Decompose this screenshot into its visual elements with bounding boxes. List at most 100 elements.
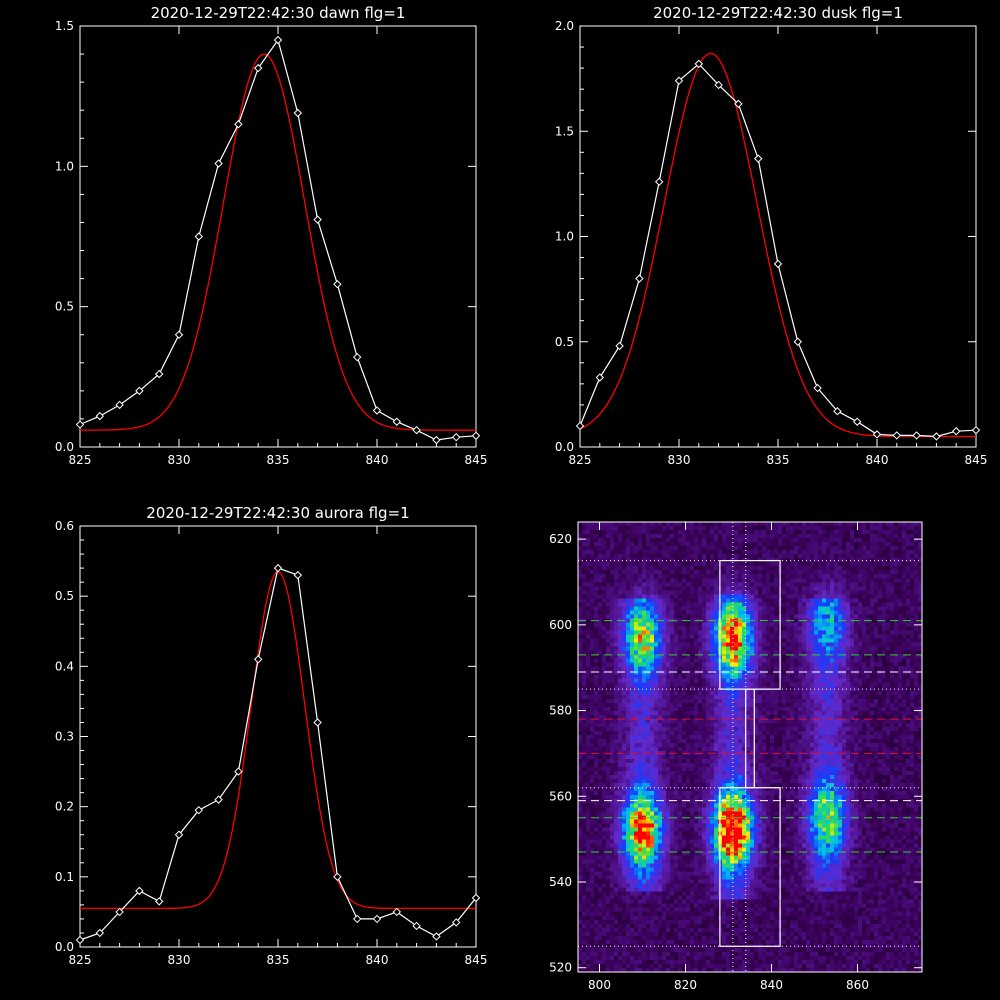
chart-title: 2020-12-29T22:42:30 dawn flg=1	[151, 4, 406, 22]
data-point	[234, 767, 243, 776]
data-point	[333, 280, 342, 289]
data-point	[432, 932, 441, 941]
x-tick-label: 845	[965, 453, 988, 467]
y-tick-label: 0.4	[55, 659, 74, 673]
chart-title: 2020-12-29T22:42:30 dusk flg=1	[653, 4, 903, 22]
data-point	[432, 435, 441, 445]
plot-frame	[79, 25, 477, 448]
data-point	[95, 928, 105, 938]
data-point	[951, 427, 961, 436]
y-tick-label: 0.1	[55, 870, 74, 884]
data-point	[352, 352, 362, 362]
data-point	[451, 918, 461, 927]
y-tick-label: 560	[549, 789, 572, 803]
data-line	[79, 567, 477, 941]
x-tick-label: 835	[267, 453, 290, 467]
data-point	[154, 897, 164, 906]
data-line	[79, 38, 477, 441]
chart-title: 2020-12-29T22:42:30 aurora flg=1	[146, 504, 409, 522]
data-point	[674, 76, 684, 85]
data-point	[174, 830, 184, 839]
y-tick-label: 0.5	[55, 589, 74, 603]
data-point	[115, 400, 124, 410]
x-tick-label: 845	[465, 453, 488, 467]
data-point	[595, 373, 605, 382]
y-tick-label: 1.0	[555, 230, 574, 244]
data-point	[833, 407, 842, 416]
data-point	[293, 108, 303, 118]
data-point	[392, 417, 402, 426]
y-tick-label: 0.5	[555, 335, 574, 349]
x-tick-label: 800	[588, 978, 611, 992]
data-point	[352, 914, 362, 924]
data-point	[471, 431, 481, 440]
data-point	[694, 59, 704, 69]
data-line	[579, 63, 977, 438]
data-point	[253, 63, 263, 73]
data-point	[234, 120, 243, 129]
y-tick-label: 580	[549, 704, 572, 718]
data-point	[892, 431, 902, 440]
y-tick-label: 540	[549, 875, 572, 889]
data-point	[135, 386, 144, 396]
x-tick-label: 840	[366, 953, 389, 967]
data-point	[313, 718, 322, 727]
data-point	[654, 177, 664, 186]
y-tick-label: 0.2	[55, 800, 74, 814]
data-point	[135, 886, 144, 896]
y-tick-label: 1.5	[55, 19, 74, 33]
x-tick-label: 840	[760, 978, 783, 992]
x-tick-label: 825	[69, 953, 92, 967]
data-point	[793, 337, 803, 346]
data-point	[714, 80, 723, 90]
data-point	[194, 805, 204, 815]
y-tick-label: 1.0	[55, 159, 74, 173]
data-point	[194, 232, 204, 241]
window-box	[745, 688, 755, 789]
data-point	[273, 35, 283, 45]
plot-frame	[577, 521, 923, 973]
y-tick-label: 0.3	[55, 730, 74, 744]
data-point	[451, 432, 461, 442]
y-tick-label: 1.5	[555, 124, 574, 138]
x-tick-label: 835	[767, 453, 790, 467]
data-point	[313, 215, 322, 224]
data-point	[852, 417, 862, 426]
x-tick-label: 845	[465, 953, 488, 967]
plot-frame	[79, 525, 477, 948]
data-point	[214, 795, 223, 804]
data-point	[575, 421, 585, 431]
data-point	[392, 907, 402, 917]
x-tick-label: 835	[267, 953, 290, 967]
y-tick-label: 0.0	[55, 940, 74, 954]
y-tick-label: 520	[549, 961, 572, 975]
y-tick-label: 2.0	[555, 19, 574, 33]
data-point	[912, 431, 921, 440]
chart-1: 2020-12-29T22:42:30 dusk flg=1 825 830 835 8…	[555, 4, 988, 467]
y-tick-label: 0.6	[55, 519, 74, 533]
data-point	[971, 425, 981, 435]
data-point	[615, 341, 624, 351]
x-tick-label: 825	[569, 453, 592, 467]
y-tick-label: 600	[549, 618, 572, 632]
data-point	[813, 383, 822, 393]
x-tick-label: 830	[668, 453, 691, 467]
x-tick-label: 840	[866, 453, 889, 467]
data-point	[253, 655, 263, 664]
y-tick-label: 0.5	[55, 300, 74, 314]
data-point	[333, 872, 342, 882]
x-tick-label: 860	[846, 978, 869, 992]
data-point	[75, 420, 85, 429]
y-tick-label: 620	[549, 532, 572, 546]
x-tick-label: 830	[168, 453, 191, 467]
data-point	[174, 330, 184, 339]
data-point	[471, 893, 481, 903]
data-point	[872, 430, 882, 439]
data-point	[293, 570, 303, 580]
data-point	[95, 411, 105, 421]
y-tick-label: 0.0	[55, 440, 74, 454]
data-point	[372, 406, 382, 415]
plot-frame	[579, 25, 977, 448]
data-point	[372, 914, 382, 924]
